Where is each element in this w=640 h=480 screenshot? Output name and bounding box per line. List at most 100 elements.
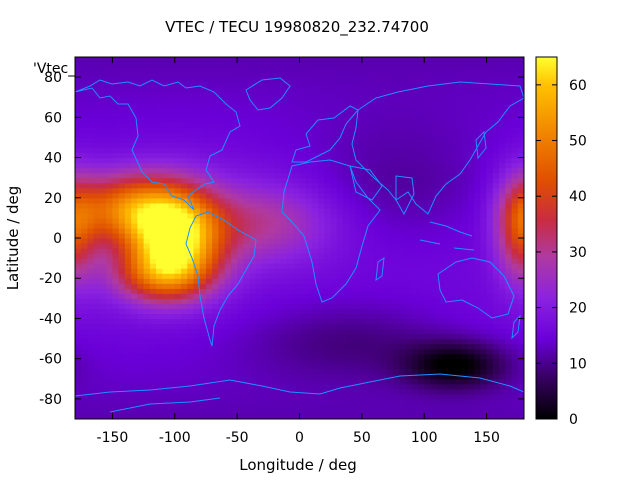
heatmap-cell <box>393 358 400 365</box>
heatmap-cell <box>299 212 307 219</box>
heatmap-cell <box>124 303 132 309</box>
heatmap-cell <box>212 202 220 209</box>
heatmap-cell <box>374 77 382 83</box>
heatmap-cell <box>137 227 145 234</box>
heatmap-cell <box>268 378 276 385</box>
heatmap-cell <box>480 222 488 229</box>
heatmap-cell <box>218 172 226 179</box>
heatmap-cell <box>474 232 481 239</box>
heatmap-cell <box>293 127 301 134</box>
heatmap-cell <box>492 72 500 78</box>
heatmap-cell <box>330 333 338 340</box>
heatmap-cell <box>474 333 481 340</box>
heatmap-cell <box>93 273 101 279</box>
heatmap-cell <box>318 288 326 294</box>
heatmap-cell <box>99 313 107 320</box>
heatmap-cell <box>205 393 213 400</box>
heatmap-cell <box>336 398 344 405</box>
heatmap-cell <box>268 273 276 279</box>
heatmap-cell <box>393 72 400 78</box>
heatmap-cell <box>311 328 319 335</box>
heatmap-cell <box>137 368 145 375</box>
heatmap-cell <box>124 67 132 73</box>
heatmap-cell <box>305 92 313 98</box>
heatmap-cell <box>287 248 294 254</box>
heatmap-cell <box>318 142 326 149</box>
heatmap-cell <box>393 313 400 320</box>
heatmap-cell <box>162 293 170 299</box>
heatmap-cell <box>112 338 120 345</box>
heatmap-cell <box>399 348 407 355</box>
heatmap-cell <box>461 313 469 320</box>
heatmap-cell <box>149 62 157 68</box>
heatmap-cell <box>181 72 188 78</box>
heatmap-cell <box>386 263 394 269</box>
heatmap-cell <box>455 92 463 98</box>
heatmap-cell <box>399 318 407 325</box>
heatmap-cell <box>237 182 244 189</box>
heatmap-cell <box>143 258 151 264</box>
heatmap-cell <box>417 243 425 249</box>
heatmap-cell <box>411 268 419 274</box>
heatmap-cell <box>492 248 500 254</box>
heatmap-cell <box>274 298 282 304</box>
heatmap-cell <box>480 67 488 73</box>
heatmap-cell <box>193 368 201 375</box>
heatmap-cell <box>156 142 163 149</box>
heatmap-cell <box>505 328 513 335</box>
heatmap-cell <box>411 338 419 345</box>
heatmap-cell <box>181 97 188 103</box>
heatmap-cell <box>492 293 500 299</box>
heatmap-cell <box>405 403 413 410</box>
heatmap-cell <box>368 77 375 83</box>
heatmap-cell <box>205 137 213 144</box>
heatmap-cell <box>305 283 313 289</box>
heatmap-cell <box>492 403 500 410</box>
heatmap-cell <box>230 112 238 118</box>
heatmap-cell <box>162 62 170 68</box>
heatmap-cell <box>162 303 170 309</box>
heatmap-cell <box>461 258 469 264</box>
heatmap-cell <box>99 192 107 199</box>
heatmap-cell <box>287 258 294 264</box>
heatmap-cell <box>87 87 95 93</box>
heatmap-cell <box>486 363 494 370</box>
heatmap-cell <box>293 187 301 194</box>
heatmap-cell <box>399 142 407 149</box>
heatmap-cell <box>118 97 126 103</box>
heatmap-cell <box>187 263 195 269</box>
heatmap-cell <box>405 132 413 139</box>
heatmap-cell <box>399 298 407 304</box>
heatmap-cell <box>336 107 344 113</box>
heatmap-cell <box>106 408 114 415</box>
heatmap-cell <box>442 403 450 410</box>
heatmap-cell <box>374 142 382 149</box>
heatmap-cell <box>87 263 95 269</box>
heatmap-cell <box>293 253 301 259</box>
heatmap-cell <box>280 313 288 320</box>
heatmap-cell <box>143 268 151 274</box>
heatmap-cell <box>93 303 101 309</box>
heatmap-cell <box>380 127 388 134</box>
heatmap-cell <box>442 378 450 385</box>
heatmap-cell <box>75 403 82 410</box>
heatmap-cell <box>249 62 257 68</box>
heatmap-cell <box>249 117 257 123</box>
heatmap-cell <box>393 308 400 315</box>
heatmap-cell <box>212 177 220 184</box>
heatmap-cell <box>168 388 176 395</box>
heatmap-cell <box>343 212 350 219</box>
heatmap-cell <box>386 393 394 400</box>
heatmap-cell <box>311 147 319 154</box>
heatmap-cell <box>143 157 151 164</box>
heatmap-cell <box>156 177 163 184</box>
heatmap-cell <box>455 162 463 169</box>
heatmap-cell <box>405 197 413 204</box>
heatmap-cell <box>230 313 238 320</box>
heatmap-cell <box>293 248 301 254</box>
heatmap-cell <box>143 222 151 229</box>
heatmap-cell <box>399 313 407 320</box>
heatmap-cell <box>255 308 263 315</box>
heatmap-cell <box>280 393 288 400</box>
heatmap-cell <box>143 403 151 410</box>
